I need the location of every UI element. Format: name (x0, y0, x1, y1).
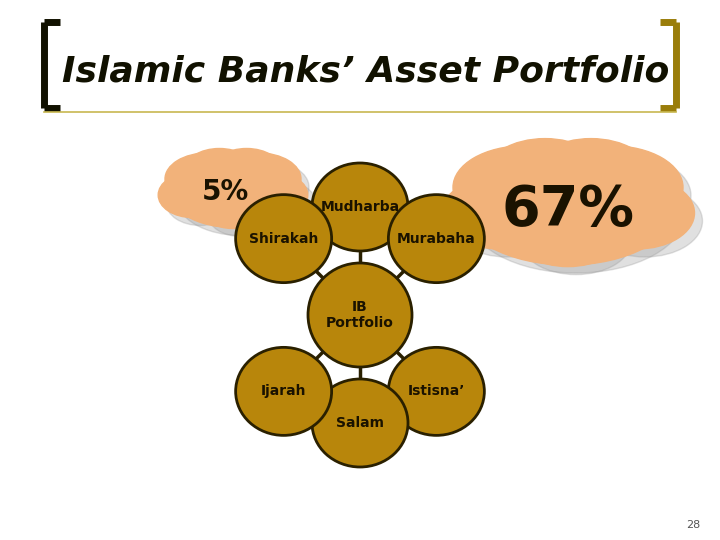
Ellipse shape (225, 161, 309, 213)
Ellipse shape (541, 146, 683, 229)
Ellipse shape (176, 160, 305, 235)
Text: Istisna’: Istisna’ (408, 384, 465, 399)
Ellipse shape (208, 194, 274, 237)
Text: 5%: 5% (202, 178, 248, 206)
Text: Salam: Salam (336, 416, 384, 430)
Ellipse shape (166, 180, 234, 226)
Ellipse shape (312, 379, 408, 467)
Ellipse shape (441, 177, 557, 249)
Ellipse shape (453, 146, 595, 229)
Ellipse shape (459, 145, 678, 265)
Ellipse shape (165, 153, 249, 205)
Text: Murabaha: Murabaha (397, 232, 476, 246)
Ellipse shape (467, 153, 685, 273)
Ellipse shape (521, 207, 631, 275)
Ellipse shape (312, 163, 408, 251)
Text: IB
Portfolio: IB Portfolio (326, 300, 394, 330)
Ellipse shape (388, 194, 485, 282)
Ellipse shape (248, 180, 316, 226)
Ellipse shape (158, 172, 226, 218)
Ellipse shape (192, 157, 263, 201)
Ellipse shape (588, 185, 703, 257)
Text: Islamic Banks’ Asset Portfolio: Islamic Banks’ Asset Portfolio (62, 55, 670, 89)
Ellipse shape (184, 148, 255, 193)
Ellipse shape (240, 172, 308, 218)
Ellipse shape (513, 199, 624, 267)
Text: Shirakah: Shirakah (249, 232, 318, 246)
Ellipse shape (461, 154, 603, 237)
Ellipse shape (531, 139, 651, 211)
Ellipse shape (173, 161, 257, 213)
Ellipse shape (388, 347, 485, 435)
Text: 28: 28 (685, 520, 700, 530)
Text: Mudharba: Mudharba (320, 200, 400, 214)
Text: Ijarah: Ijarah (261, 384, 307, 399)
Ellipse shape (580, 177, 695, 249)
Ellipse shape (493, 146, 613, 219)
Ellipse shape (235, 194, 332, 282)
Ellipse shape (200, 186, 266, 228)
Ellipse shape (220, 157, 290, 201)
Ellipse shape (235, 347, 332, 435)
Ellipse shape (168, 152, 297, 227)
Ellipse shape (539, 146, 659, 219)
Ellipse shape (449, 185, 564, 257)
Ellipse shape (485, 139, 605, 211)
Ellipse shape (308, 263, 412, 367)
Ellipse shape (549, 154, 691, 237)
Ellipse shape (211, 148, 282, 193)
Ellipse shape (217, 153, 301, 205)
Text: 67%: 67% (502, 183, 634, 237)
